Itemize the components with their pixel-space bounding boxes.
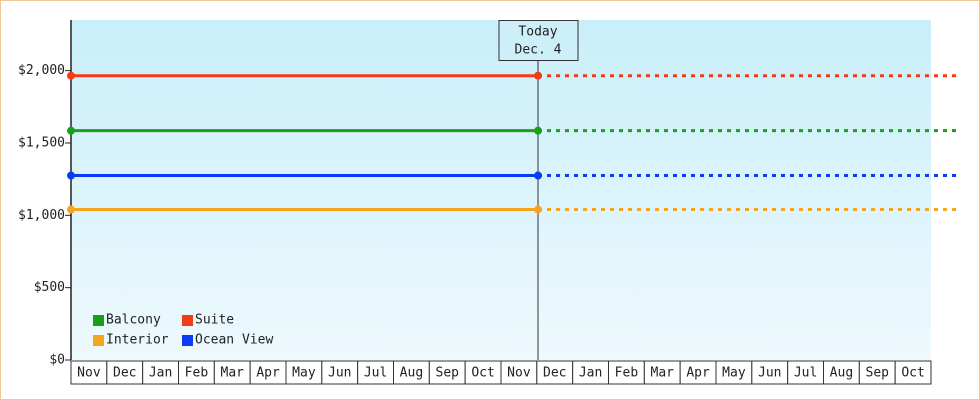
x-tick-label: Jan [579,366,602,381]
legend-swatch [93,335,104,346]
x-tick-label: Jul [364,366,387,381]
plot-area [71,20,931,360]
legend-label: Suite [195,313,234,328]
x-tick-label: Feb [185,366,209,381]
x-tick-label: Jun [758,366,781,381]
point [67,126,75,135]
x-tick-label: Dec [113,366,136,381]
legend-swatch [182,315,193,326]
legend-label: Interior [106,333,169,348]
month-cell [894,360,932,385]
legend-label: Ocean View [195,333,273,348]
x-tick-label: Sep [866,366,890,381]
point [534,71,542,80]
y-tick-label: $1,500 [18,135,65,150]
x-tick-label: Mar [221,366,245,381]
x-tick-label: Sep [436,366,460,381]
legend-label: Balcony [106,313,161,328]
x-tick-label: Jan [149,366,172,381]
point [67,71,75,80]
today-label: Today [518,25,557,40]
x-tick-label: Apr [686,366,710,381]
x-tick-label: Feb [615,366,639,381]
legend-swatch [93,315,104,326]
x-tick-label: Mar [651,366,675,381]
y-tick-label: $1,000 [18,208,65,223]
legend-swatch [182,335,193,346]
today-box [498,20,579,61]
x-tick-label: Dec [543,366,566,381]
x-tick-label: May [292,366,316,381]
x-tick-label: May [722,366,746,381]
x-tick-label: Jun [328,366,351,381]
point [534,205,542,214]
y-tick-label: $500 [34,280,65,295]
x-tick-label: Nov [507,366,531,381]
x-tick-label: Aug [830,366,853,381]
point [67,171,75,180]
today-date: Dec. 4 [515,43,562,58]
x-tick-label: Aug [400,366,423,381]
x-tick-label: Jul [794,366,817,381]
point [67,205,75,214]
x-tick-label: Apr [256,366,280,381]
point [534,126,542,135]
x-tick-label: Oct [471,366,494,381]
y-tick-label: $0 [49,353,65,368]
y-tick-label: $2,000 [18,63,65,78]
x-tick-label: Oct [901,366,924,381]
point [534,171,542,180]
x-tick-label: Nov [77,366,101,381]
